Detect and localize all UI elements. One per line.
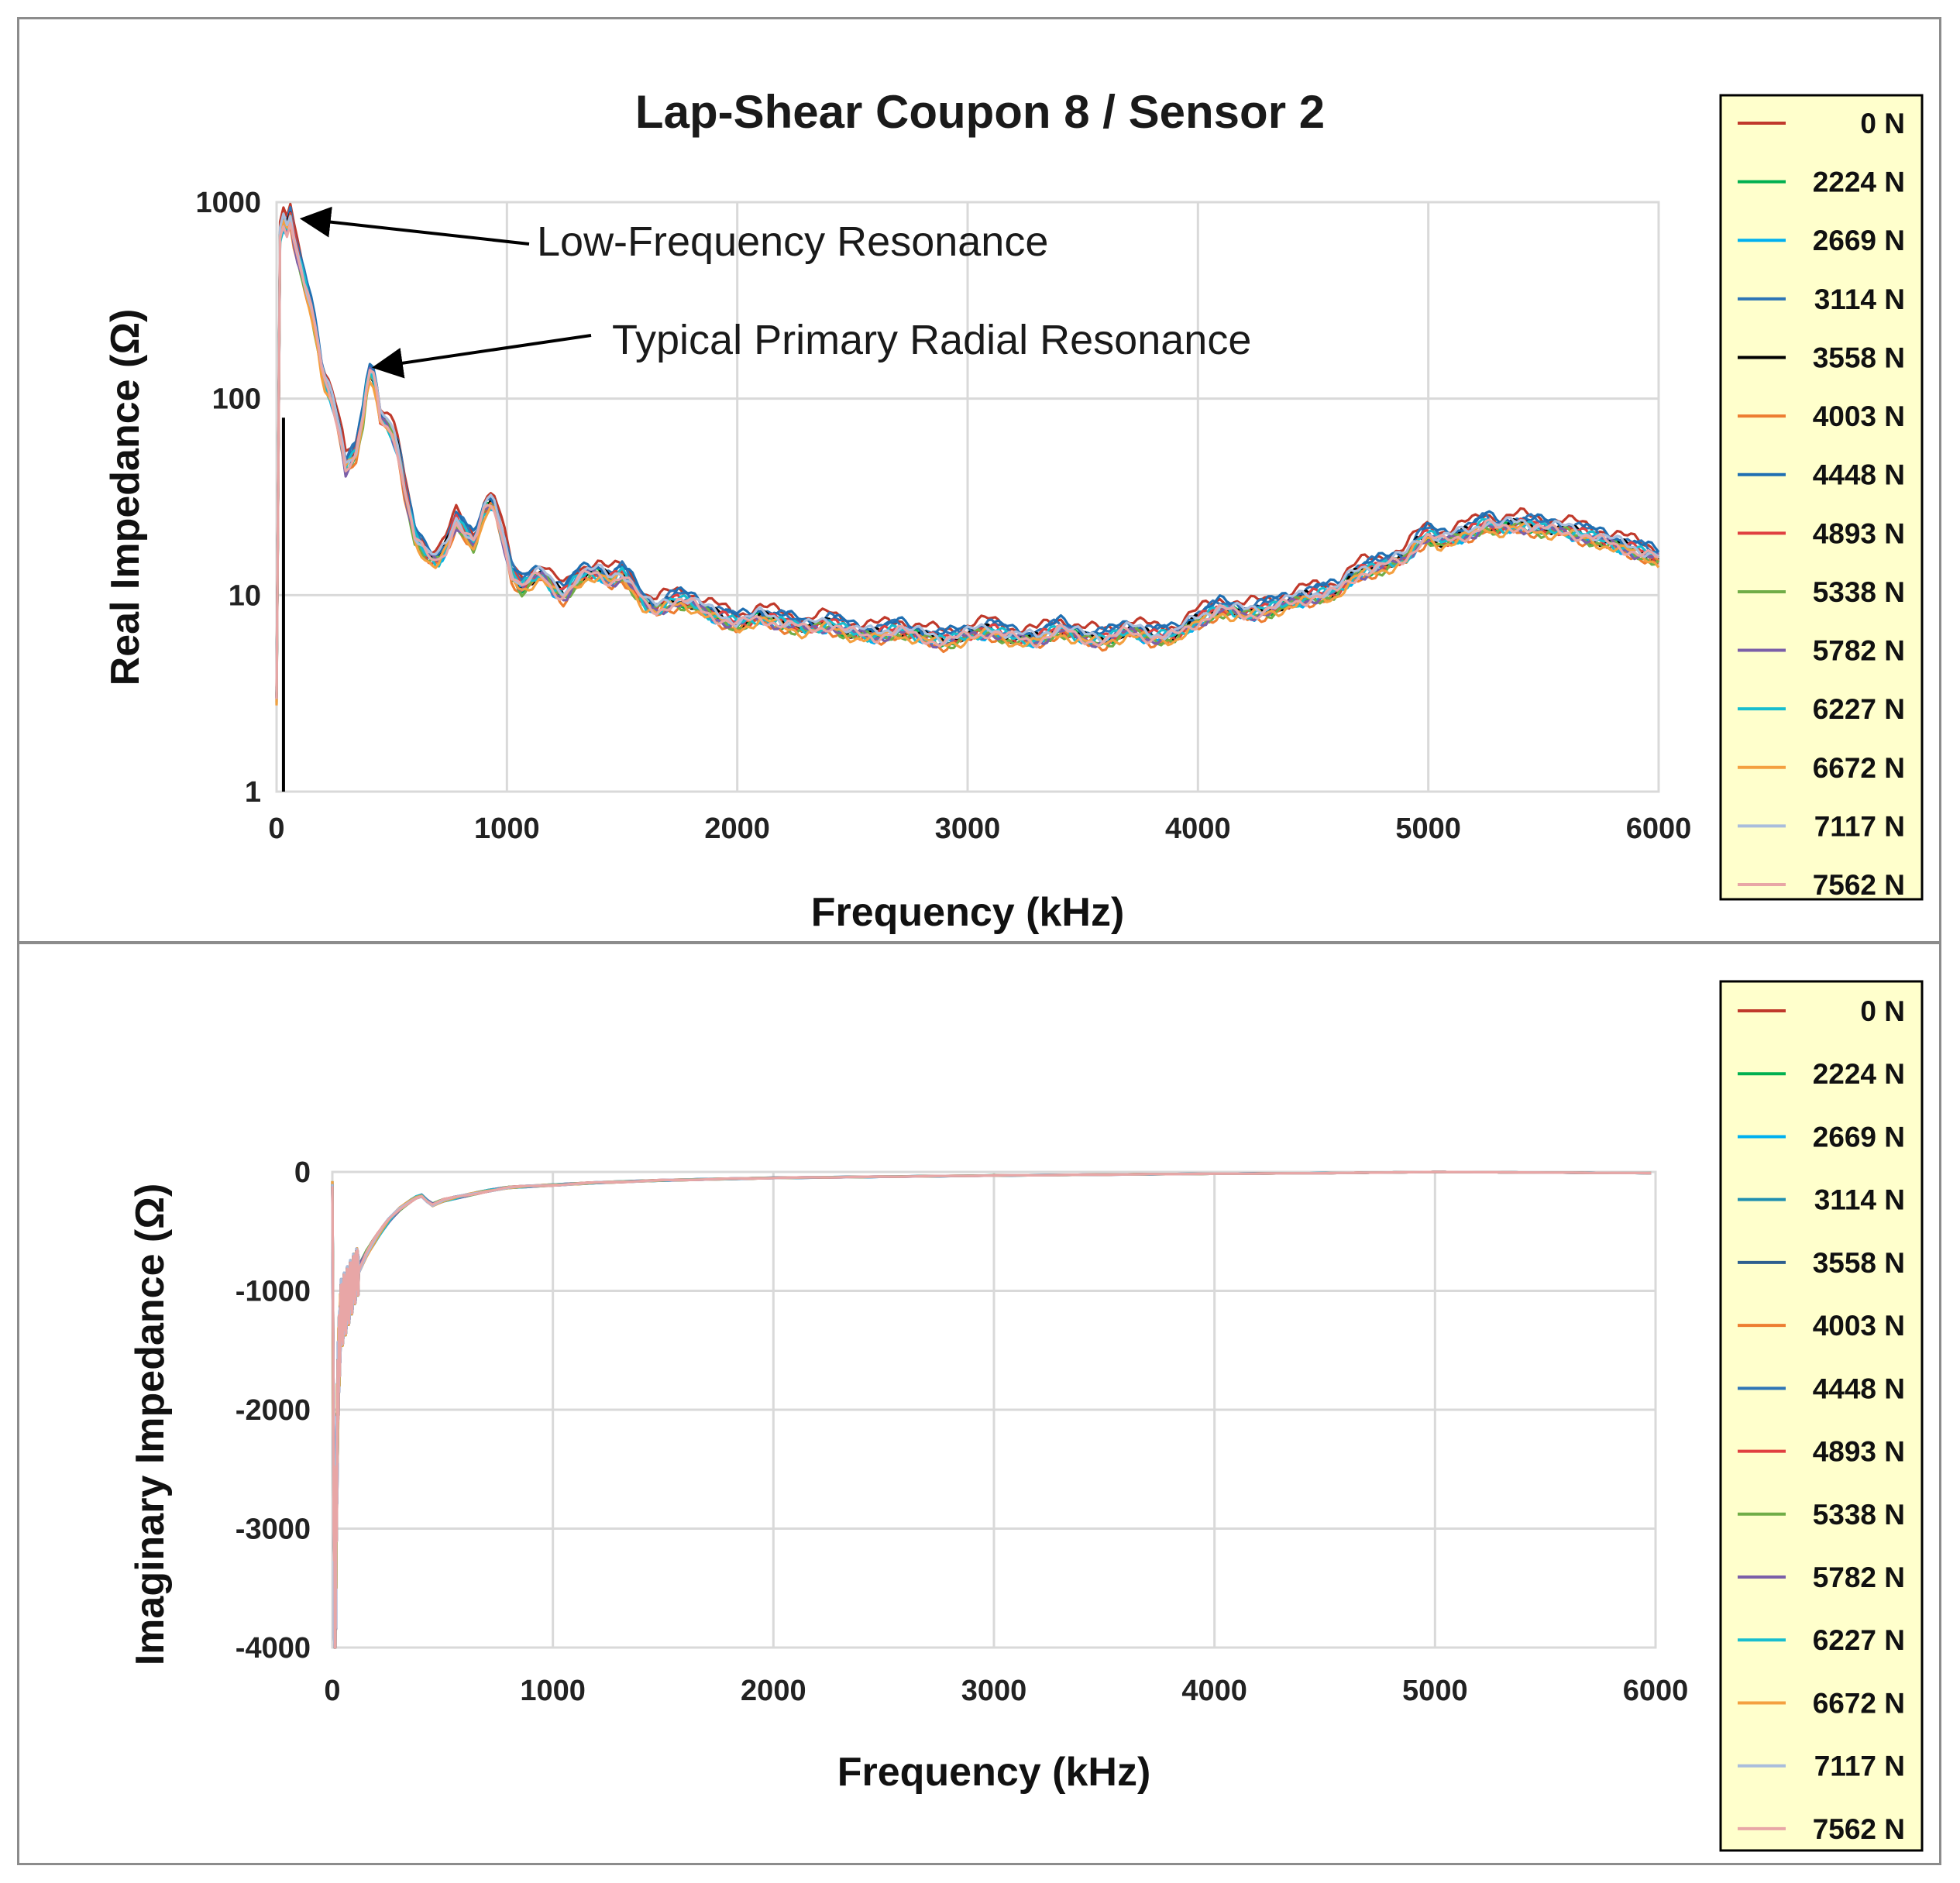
- annotation-arrow: [371, 334, 592, 379]
- annotation-text: Typical Primary Radial Resonance: [612, 317, 1251, 363]
- legend-label: 5338 N: [1813, 576, 1905, 608]
- legend-label: 6672 N: [1813, 1687, 1905, 1719]
- legend-label: 4448 N: [1813, 1373, 1905, 1404]
- x-tick-label: 3000: [961, 1675, 1027, 1707]
- x-tick-label: 4000: [1181, 1675, 1247, 1707]
- y-tick-label: -3000: [236, 1514, 311, 1546]
- real-impedance-chart: Lap-Shear Coupon 8 / Sensor 2 Real Imped…: [103, 86, 1924, 935]
- x-tick-label: 2000: [704, 813, 770, 845]
- legend-box: [1719, 980, 1924, 1852]
- y-tick-label: 100: [212, 383, 261, 416]
- legend-label: 4003 N: [1813, 1310, 1905, 1342]
- legend-label: 7117 N: [1814, 810, 1905, 842]
- y-tick-label: -1000: [236, 1276, 311, 1308]
- legend-label: 7117 N: [1814, 1751, 1905, 1782]
- x-tick-label: 0: [268, 813, 284, 845]
- y-tick-label: 1: [245, 776, 261, 809]
- y-tick-label: 0: [294, 1156, 311, 1189]
- x-axis-title: Frequency (kHz): [837, 1750, 1151, 1795]
- legend-label: 3114 N: [1814, 283, 1905, 315]
- x-tick-label: 1000: [520, 1675, 586, 1707]
- chart-title: Lap-Shear Coupon 8 / Sensor 2: [635, 86, 1325, 138]
- legend-label: 2224 N: [1813, 1058, 1905, 1090]
- series-line-7562-N: [275, 222, 1659, 699]
- plot-area: [275, 201, 1660, 793]
- real-impedance-panel: Lap-Shear Coupon 8 / Sensor 2 Real Imped…: [17, 17, 1941, 943]
- y-tick-label: 1000: [195, 187, 261, 219]
- y-tick-label: -2000: [236, 1394, 311, 1427]
- x-tick-label: 6000: [1626, 813, 1692, 845]
- legend-label: 4893 N: [1813, 517, 1905, 549]
- x-tick-label: 0: [324, 1675, 340, 1707]
- x-axis-title: Frequency (kHz): [811, 890, 1125, 935]
- y-axis-title: Imaginary Impedance (Ω): [128, 1184, 173, 1666]
- legend-label: 6227 N: [1813, 693, 1905, 725]
- x-tick-label: 2000: [741, 1675, 806, 1707]
- series-line-7562-N: [331, 1170, 1652, 1649]
- x-tick-label: 5000: [1395, 813, 1461, 845]
- legend-label: 3558 N: [1813, 1247, 1905, 1279]
- x-tick-label: 4000: [1165, 813, 1231, 845]
- imaginary-impedance-panel: Imaginary Impedance (Ω) Frequency (kHz) …: [17, 942, 1941, 1865]
- legend-label: 5338 N: [1813, 1499, 1905, 1531]
- legend-label: 5782 N: [1813, 635, 1905, 667]
- legend-label: 0 N: [1860, 995, 1905, 1027]
- annotation-text: Low-Frequency Resonance: [537, 218, 1048, 265]
- imaginary-impedance-chart: Imaginary Impedance (Ω) Frequency (kHz) …: [128, 980, 1924, 1852]
- y-tick-label: -4000: [236, 1632, 311, 1665]
- legend-label: 6672 N: [1813, 752, 1905, 784]
- legend-label: 4448 N: [1813, 459, 1905, 491]
- legend-label: 2669 N: [1813, 1121, 1905, 1153]
- legend-label: 4003 N: [1813, 400, 1905, 432]
- annotation-arrow: [299, 206, 530, 246]
- y-tick-label: 10: [229, 579, 261, 612]
- y-axis-title: Real Impedance (Ω): [103, 309, 148, 686]
- x-tick-label: 1000: [474, 813, 540, 845]
- legend-label: 3114 N: [1814, 1184, 1905, 1216]
- legend-label: 0 N: [1860, 108, 1905, 139]
- x-tick-label: 6000: [1623, 1675, 1689, 1707]
- legend-label: 7562 N: [1813, 1813, 1905, 1845]
- legend-label: 6227 N: [1813, 1624, 1905, 1656]
- x-tick-label: 3000: [935, 813, 1001, 845]
- legend-label: 4893 N: [1813, 1436, 1905, 1468]
- legend-label: 5782 N: [1813, 1562, 1905, 1593]
- legend-label: 3558 N: [1813, 342, 1905, 373]
- legend-box: [1719, 94, 1924, 901]
- legend-label: 2669 N: [1813, 225, 1905, 256]
- legend-label: 7562 N: [1813, 869, 1905, 901]
- legend-label: 2224 N: [1813, 167, 1905, 198]
- x-tick-label: 5000: [1402, 1675, 1468, 1707]
